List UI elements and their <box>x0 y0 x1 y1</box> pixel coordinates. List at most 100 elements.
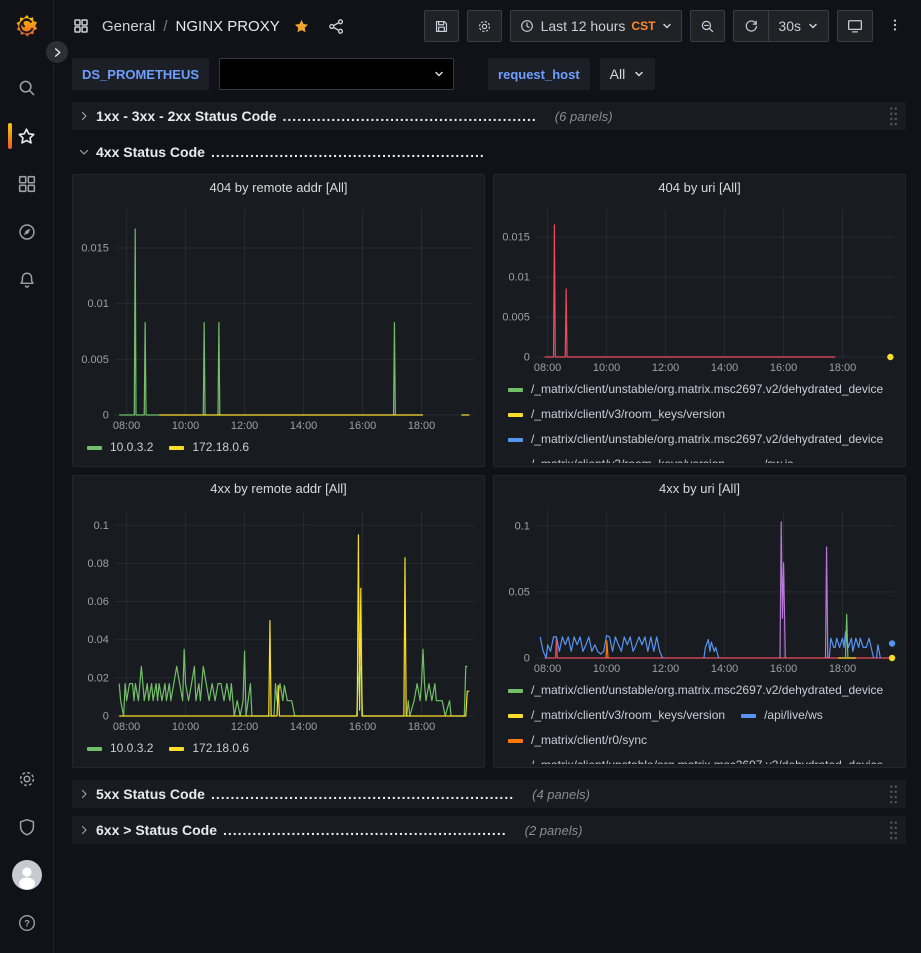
time-series-plot[interactable]: 08:0010:0012:0014:0016:0018:0000.0050.01… <box>494 201 905 375</box>
time-series-plot[interactable]: 08:0010:0012:0014:0016:0018:0000.050.1 <box>494 502 905 676</box>
legend-series-label: /api/live/ws <box>764 708 823 722</box>
zoom-out-button[interactable] <box>690 10 725 42</box>
legend-item[interactable]: /api/live/ws <box>741 703 823 728</box>
svg-text:16:00: 16:00 <box>770 663 797 675</box>
panel-404-by-remote-addr: 404 by remote addr [All] 08:0010:0012:00… <box>72 174 485 467</box>
variable-value-request-host[interactable]: All <box>600 58 656 90</box>
favorite-star-button[interactable] <box>288 15 315 38</box>
svg-text:08:00: 08:00 <box>534 663 561 675</box>
svg-text:10:00: 10:00 <box>172 420 199 432</box>
row-panel-count: (4 panels) <box>532 787 590 802</box>
tv-mode-button[interactable] <box>837 10 873 42</box>
breadcrumb: General / NGINX PROXY <box>68 15 280 37</box>
row-title-dots: ........................................… <box>211 786 514 802</box>
svg-text:10:00: 10:00 <box>172 721 199 733</box>
panel-title[interactable]: 4xx by uri [All] <box>494 476 905 502</box>
legend-item[interactable]: /_matrix/client/r0/sync <box>508 728 647 753</box>
variable-value-ds-prometheus[interactable] <box>219 58 454 90</box>
svg-text:10:00: 10:00 <box>593 362 620 374</box>
legend-series-label: /_matrix/client/v3/room_keys/version <box>531 407 725 421</box>
legend-item[interactable]: /_matrix/client/v3/room_keys/version <box>508 452 725 463</box>
legend-item[interactable]: /_matrix/client/v3/room_keys/version <box>508 703 725 728</box>
row-4xx[interactable]: 4xx Status Code ........................… <box>72 138 906 166</box>
legend-series-swatch <box>508 413 523 417</box>
svg-text:0.08: 0.08 <box>88 558 109 570</box>
sidebar-item-starred[interactable] <box>0 112 54 160</box>
svg-text:08:00: 08:00 <box>113 721 140 733</box>
time-series-plot[interactable]: 08:0010:0012:0014:0016:0018:0000.0050.01… <box>73 201 484 433</box>
legend-item[interactable]: /_matrix/client/unstable/org.matrix.msc2… <box>508 377 883 402</box>
panel-title[interactable]: 404 by uri [All] <box>494 175 905 201</box>
save-dashboard-button[interactable] <box>424 10 459 42</box>
sidebar-item-help[interactable]: ? <box>0 899 54 947</box>
legend-series-swatch <box>508 739 523 743</box>
row-title-dots: ........................................… <box>211 144 485 160</box>
breadcrumb-folder[interactable]: General <box>102 18 155 35</box>
legend-series-swatch <box>169 446 184 450</box>
legend-item[interactable]: 10.0.3.2 <box>87 435 153 460</box>
breadcrumb-separator: / <box>163 18 167 35</box>
monitor-icon <box>846 17 864 35</box>
row-drag-handle[interactable] <box>889 784 898 805</box>
breadcrumb-dashboard-title[interactable]: NGINX PROXY <box>176 18 280 35</box>
row-title: 6xx > Status Code <box>96 822 217 838</box>
gear-icon <box>476 18 493 35</box>
row-5xx[interactable]: 5xx Status Code ........................… <box>72 780 906 808</box>
refresh-interval-dropdown[interactable]: 30s <box>768 11 828 41</box>
help-icon: ? <box>16 912 38 934</box>
legend-series-label: /_matrix/client/r0/sync <box>531 733 647 747</box>
sidebar-item-explore[interactable] <box>0 208 54 256</box>
share-button[interactable] <box>323 15 350 38</box>
legend-item[interactable]: 172.18.0.6 <box>169 435 249 460</box>
sidebar-item-server-admin[interactable] <box>0 803 54 851</box>
panel-title[interactable]: 404 by remote addr [All] <box>73 175 484 201</box>
row-6xx[interactable]: 6xx > Status Code ......................… <box>72 816 906 844</box>
chevron-right-icon <box>78 110 90 122</box>
legend-item[interactable]: /_matrix/client/unstable/org.matrix.msc2… <box>508 678 883 703</box>
apps-grid-icon <box>68 15 94 37</box>
dashboard-canvas: 1xx - 3xx - 2xx Status Code ............… <box>54 96 921 953</box>
row-title-dots: ........................................… <box>223 822 507 838</box>
svg-text:?: ? <box>24 919 30 929</box>
chevron-down-icon <box>78 146 90 158</box>
chevron-right-icon <box>78 788 90 800</box>
zoom-out-icon <box>699 18 716 35</box>
svg-text:10:00: 10:00 <box>593 663 620 675</box>
more-options-button[interactable] <box>881 16 909 37</box>
sidebar-item-alerting[interactable] <box>0 256 54 304</box>
sidebar-item-dashboards[interactable] <box>0 160 54 208</box>
legend-item[interactable]: /sw.js <box>741 452 793 463</box>
row-drag-handle[interactable] <box>889 106 898 127</box>
legend-series-swatch <box>508 438 523 442</box>
legend-item[interactable]: /_matrix/client/unstable/org.matrix.msc2… <box>508 753 883 764</box>
panel-title[interactable]: 4xx by remote addr [All] <box>73 476 484 502</box>
variable-label-ds-prometheus: DS_PROMETHEUS <box>72 58 209 90</box>
sidebar-item-configuration[interactable] <box>0 755 54 803</box>
sidebar-bottom: ? <box>0 755 54 947</box>
svg-text:0: 0 <box>524 351 530 363</box>
time-series-plot[interactable]: 08:0010:0012:0014:0016:0018:0000.020.040… <box>73 502 484 734</box>
refresh-button[interactable] <box>734 11 768 41</box>
legend-item[interactable]: /_matrix/client/v3/room_keys/version <box>508 402 725 427</box>
svg-text:08:00: 08:00 <box>534 362 561 374</box>
legend-item[interactable]: /_matrix/client/unstable/org.matrix.msc2… <box>508 427 883 452</box>
row-1xx-3xx-2xx[interactable]: 1xx - 3xx - 2xx Status Code ............… <box>72 102 906 130</box>
row-drag-handle[interactable] <box>889 820 898 841</box>
sidebar-item-profile[interactable] <box>0 851 54 899</box>
legend-series-label: /_matrix/client/unstable/org.matrix.msc2… <box>531 432 883 446</box>
dashboard-settings-button[interactable] <box>467 10 502 42</box>
sidebar-item-search[interactable] <box>0 64 54 112</box>
refresh-icon <box>743 18 759 34</box>
time-range-picker[interactable]: Last 12 hours CST <box>510 10 683 42</box>
chevron-down-icon <box>661 20 673 32</box>
svg-text:12:00: 12:00 <box>231 721 258 733</box>
legend-series-swatch <box>87 446 102 450</box>
star-filled-icon <box>292 17 311 36</box>
sidebar-expand-button[interactable] <box>44 39 70 65</box>
panel-404-by-uri: 404 by uri [All] 08:0010:0012:0014:0016:… <box>493 174 906 467</box>
panel-4xx-by-remote-addr: 4xx by remote addr [All] 08:00 10:00 12:00… <box>72 475 485 768</box>
legend-item[interactable]: 172.18.0.6 <box>169 736 249 761</box>
legend-series-label: /_matrix/client/v3/room_keys/version <box>531 708 725 722</box>
legend-item[interactable]: 10.0.3.2 <box>87 736 153 761</box>
row-title: 1xx - 3xx - 2xx Status Code <box>96 108 277 124</box>
